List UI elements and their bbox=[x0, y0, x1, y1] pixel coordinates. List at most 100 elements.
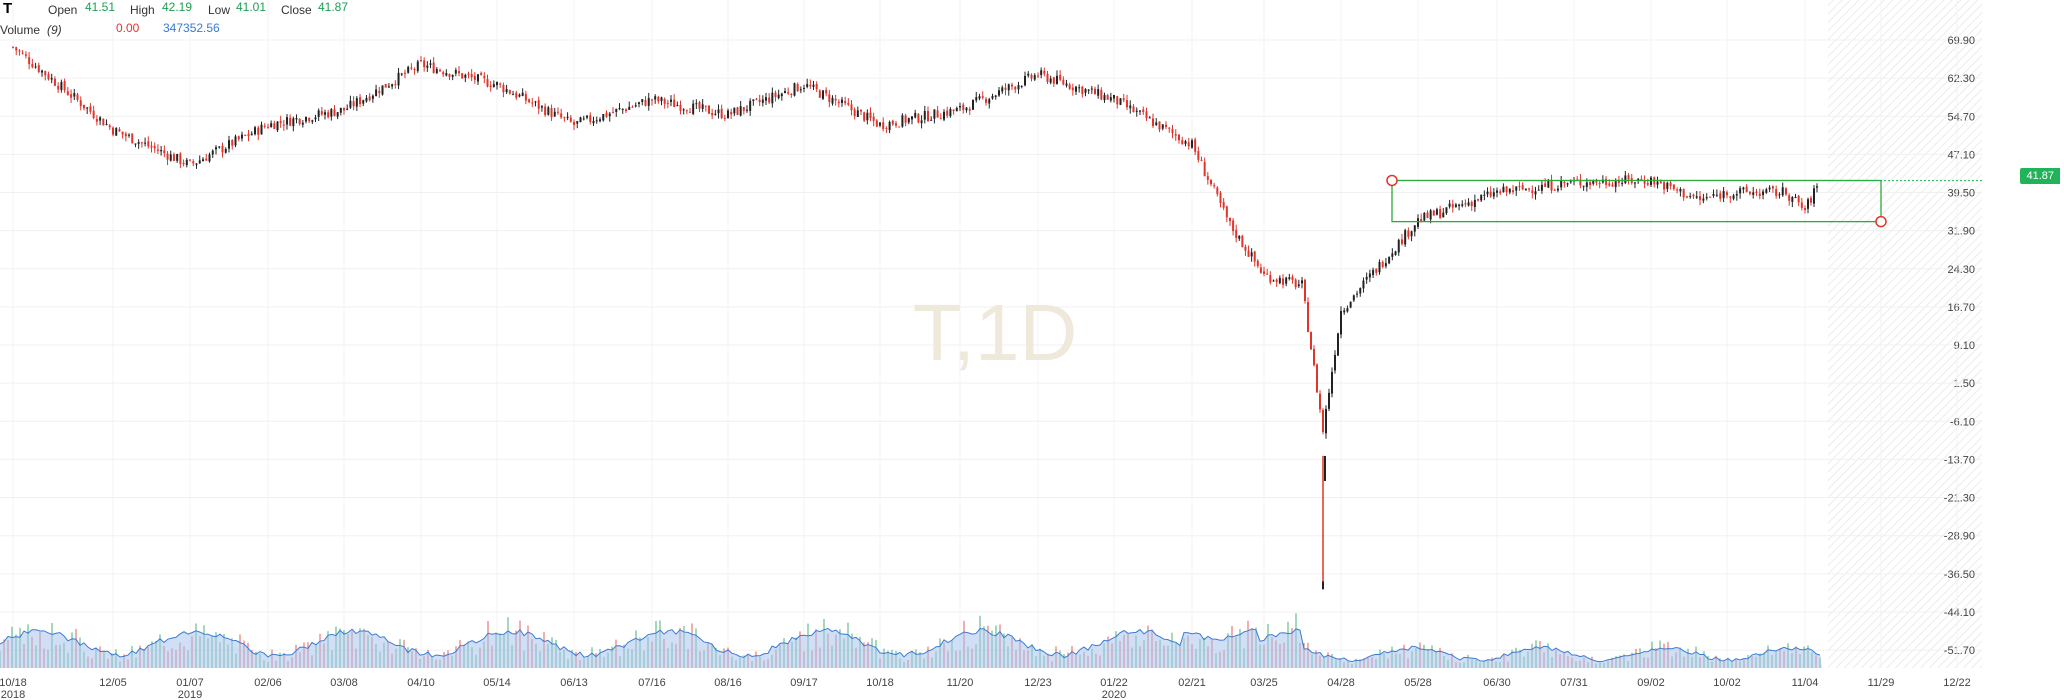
candle-body bbox=[1794, 197, 1797, 199]
candle-body bbox=[998, 90, 1000, 96]
candle-body bbox=[1145, 111, 1148, 119]
candle-body bbox=[24, 54, 27, 56]
candle-body bbox=[41, 70, 44, 73]
candle-body bbox=[1515, 186, 1518, 191]
open-label: Open bbox=[48, 3, 78, 17]
x-tick-label: 01/22 bbox=[1100, 677, 1128, 689]
candle-body bbox=[1343, 310, 1346, 313]
candle-body bbox=[515, 92, 518, 98]
candle-body bbox=[1666, 182, 1669, 189]
candle-body bbox=[531, 102, 534, 104]
candle-body bbox=[1165, 124, 1167, 127]
candle-body bbox=[647, 98, 650, 106]
candle-body bbox=[1643, 180, 1646, 184]
candle-body bbox=[1528, 188, 1531, 190]
x-tick-label: 09/17 bbox=[790, 677, 818, 689]
candle-body bbox=[1579, 179, 1582, 186]
candle-body bbox=[92, 110, 95, 118]
x-tick-label: 11/20 bbox=[947, 677, 974, 689]
candle-body bbox=[1752, 192, 1755, 195]
candle-body bbox=[660, 97, 663, 102]
candle-body bbox=[1508, 188, 1511, 193]
y-tick-label: 54.70 bbox=[1947, 111, 1975, 123]
candle-body bbox=[1477, 199, 1480, 201]
candle-body bbox=[147, 141, 150, 147]
x-tick-label: 06/30 bbox=[1483, 677, 1511, 689]
candle-body bbox=[1011, 84, 1013, 87]
candle-body bbox=[933, 109, 936, 119]
candle-body bbox=[1263, 271, 1265, 274]
candle-body bbox=[904, 115, 907, 123]
candle-body bbox=[1094, 88, 1096, 95]
candle-body bbox=[185, 159, 188, 166]
candle-body bbox=[1113, 94, 1115, 99]
candle-body bbox=[1334, 355, 1336, 371]
candle-body bbox=[1238, 235, 1241, 239]
candle-body bbox=[1319, 393, 1321, 410]
candle-body bbox=[423, 60, 426, 68]
candle-body bbox=[1582, 185, 1585, 187]
candle-body bbox=[576, 121, 579, 124]
candle-body bbox=[518, 94, 521, 97]
candle-body bbox=[920, 120, 923, 124]
candle-body bbox=[612, 112, 614, 114]
candle-body bbox=[1553, 189, 1556, 191]
candle-body bbox=[560, 113, 563, 118]
candle-body bbox=[787, 92, 790, 94]
candle-body bbox=[1589, 182, 1592, 185]
close-label: Close bbox=[281, 3, 312, 17]
candle-body bbox=[1259, 267, 1262, 273]
candle-body bbox=[1685, 196, 1688, 198]
candle-body bbox=[1729, 196, 1732, 198]
candle-body bbox=[292, 118, 295, 127]
candle-body bbox=[1480, 194, 1483, 201]
candle-body bbox=[547, 107, 550, 115]
candle-body bbox=[1030, 74, 1033, 79]
candle-body bbox=[160, 150, 163, 152]
candle-body bbox=[1410, 231, 1413, 237]
candle-body bbox=[1158, 121, 1161, 130]
candle-body bbox=[679, 104, 682, 111]
candle-body bbox=[1556, 188, 1559, 191]
candle-body bbox=[79, 100, 82, 107]
candle-body bbox=[746, 109, 748, 111]
candle-body bbox=[512, 94, 515, 96]
candle-body bbox=[1646, 183, 1649, 185]
candle-body bbox=[305, 116, 307, 122]
candle-body bbox=[176, 154, 179, 161]
candle-body bbox=[50, 77, 53, 80]
candle-body bbox=[53, 78, 56, 86]
candle-body bbox=[156, 149, 159, 151]
candle-body bbox=[439, 69, 441, 72]
candle-body bbox=[1407, 230, 1410, 237]
candle-body bbox=[553, 111, 556, 117]
candle-body bbox=[566, 116, 569, 118]
candle-body bbox=[752, 99, 755, 101]
x-tick-label: 03/25 bbox=[1250, 677, 1278, 689]
candle-body bbox=[1739, 188, 1742, 194]
candle-body bbox=[1448, 203, 1451, 207]
candle-body bbox=[739, 106, 742, 116]
y-tick-label: -13.70 bbox=[1944, 454, 1975, 466]
candle-body bbox=[215, 147, 217, 150]
candle-body bbox=[1362, 280, 1365, 289]
candle-body bbox=[1640, 179, 1643, 181]
candle-body bbox=[641, 99, 644, 102]
candle-body bbox=[1702, 198, 1705, 201]
candle-body bbox=[651, 99, 653, 101]
candle-body bbox=[866, 112, 869, 121]
candle-body bbox=[1524, 188, 1527, 191]
candle-body bbox=[1617, 180, 1620, 183]
candle-body bbox=[907, 118, 910, 123]
candle-body bbox=[962, 104, 965, 110]
candle-body bbox=[1187, 142, 1190, 147]
high-label: High bbox=[130, 3, 155, 17]
candle-body bbox=[279, 121, 282, 124]
candle-body bbox=[1807, 199, 1809, 209]
candle-body bbox=[420, 60, 422, 62]
candle-body bbox=[400, 73, 403, 75]
candle-body bbox=[1768, 187, 1771, 190]
candle-body bbox=[47, 74, 50, 80]
